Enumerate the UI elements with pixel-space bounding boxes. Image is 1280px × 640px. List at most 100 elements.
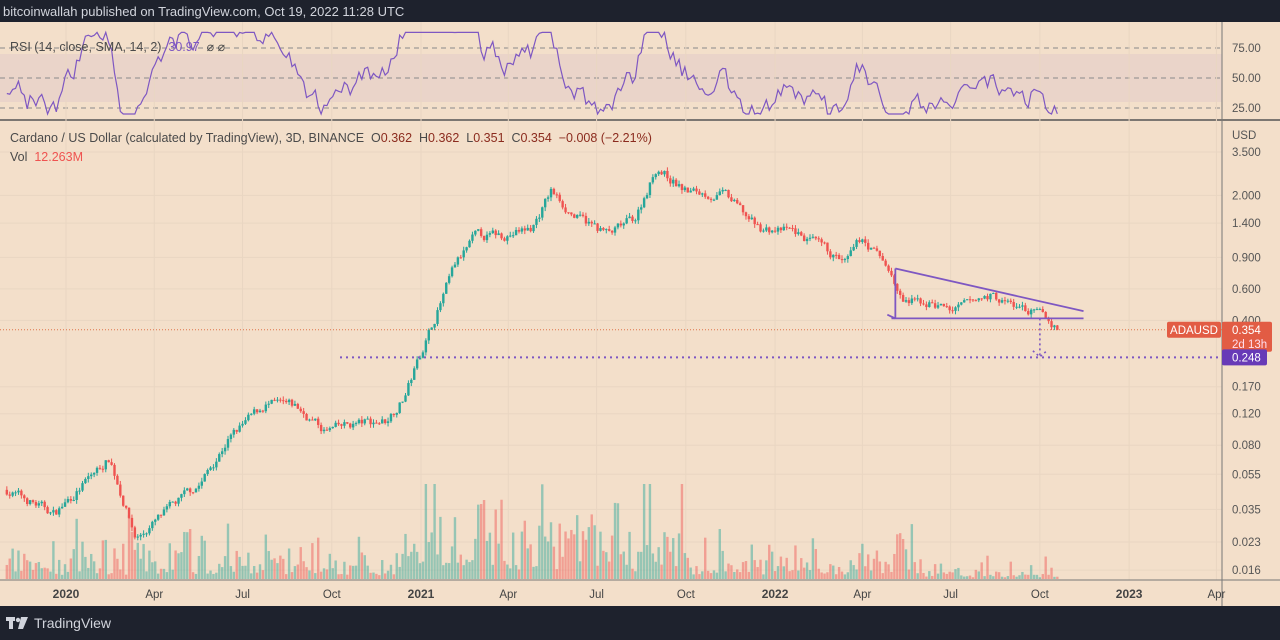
symbol-title: Cardano / US Dollar (calculated by Tradi…	[10, 131, 365, 145]
candle-body	[957, 304, 960, 308]
candle-body	[948, 306, 951, 311]
candle-body	[663, 170, 666, 175]
time-axis-tick: Jul	[235, 589, 250, 601]
volume-bar	[992, 576, 995, 579]
candle-body	[637, 209, 640, 221]
triangle-upper-trendline	[895, 267, 1084, 313]
rsi-label: RSI (14, close, SMA, 14, 2)	[10, 40, 162, 54]
volume-bar	[261, 570, 265, 579]
candle-body	[148, 528, 151, 534]
candle-body	[494, 230, 497, 236]
volume-bar	[509, 568, 512, 579]
hide-icon[interactable]: ⌀	[217, 40, 226, 54]
volume-bar	[273, 558, 276, 579]
candle-body	[779, 227, 783, 231]
candle-body	[928, 302, 931, 308]
candle-body	[509, 235, 512, 237]
candle-body	[738, 203, 742, 206]
volume-bar	[442, 565, 445, 579]
candle-body	[415, 359, 419, 369]
candle-body	[450, 267, 454, 277]
candle-body	[910, 298, 914, 304]
volume-bar	[770, 551, 774, 579]
time-axis-tick: Apr	[853, 589, 871, 601]
volume-bar	[989, 574, 992, 579]
candle-body	[75, 491, 78, 500]
candle-body	[811, 236, 815, 238]
volume-bar	[343, 561, 346, 579]
volume-bar	[866, 554, 870, 579]
candle-body	[101, 468, 105, 470]
candle-body	[136, 536, 139, 538]
candle-body	[119, 484, 122, 496]
volume-bar	[747, 571, 751, 579]
chart-canvas[interactable]: 75.00 50.00 25.00 3.500 2.000 1.400 0.900 0.600…	[0, 22, 1280, 606]
candle-body	[587, 221, 591, 224]
candle-body	[1029, 309, 1033, 315]
volume-bar	[84, 556, 87, 579]
volume-bar	[119, 569, 122, 579]
volume-bar	[66, 571, 70, 579]
candle-body	[695, 188, 698, 192]
candle-body	[995, 292, 998, 300]
candle-body	[165, 506, 169, 510]
candle-body	[840, 259, 844, 261]
volume-bar	[407, 556, 410, 579]
volume-bar	[541, 484, 544, 579]
candle-body	[992, 292, 995, 294]
candle-body	[445, 282, 448, 294]
volume-bar	[837, 566, 841, 579]
volume-bar	[913, 562, 916, 579]
price-axis-tick: 0.023	[1232, 537, 1261, 549]
candle-body	[575, 215, 579, 218]
volume-bar	[287, 548, 291, 579]
volume-bar	[206, 573, 209, 579]
candle-body	[479, 229, 483, 236]
candle-body	[296, 403, 300, 409]
volume-bar	[95, 573, 99, 579]
candle-body	[736, 199, 739, 204]
candle-body	[567, 212, 570, 214]
last-price-tag	[1222, 321, 1272, 352]
candle-body	[110, 462, 113, 465]
vol-value: 12.263M	[34, 150, 83, 164]
hide-icon[interactable]: ⌀	[206, 40, 215, 54]
candle-body	[84, 478, 87, 484]
candle-body	[235, 429, 238, 432]
volume-bar	[1018, 575, 1021, 579]
candle-body	[904, 300, 908, 302]
candle-body	[168, 501, 171, 507]
candle-body	[220, 451, 224, 455]
candle-body	[893, 275, 896, 284]
volume-bar	[753, 560, 756, 579]
volume-bar	[878, 561, 882, 579]
candle-body	[750, 217, 753, 220]
candle-body	[273, 399, 276, 401]
candle-body	[855, 240, 858, 247]
volume-bar	[674, 566, 678, 579]
volume-bar	[459, 554, 462, 579]
candle-body	[657, 171, 660, 175]
candle-body	[866, 242, 870, 250]
volume-bar	[648, 484, 652, 579]
volume-bar	[872, 558, 876, 579]
volume-bar	[151, 562, 154, 579]
candle-body	[43, 501, 46, 508]
candle-body	[872, 247, 876, 249]
volume-bar	[820, 572, 823, 579]
volume-bar	[220, 567, 224, 579]
volume-bar	[1000, 576, 1004, 579]
volume-bar	[49, 571, 52, 579]
candle-body	[340, 424, 343, 426]
volume-bar	[474, 538, 477, 579]
volume-bar	[587, 527, 591, 579]
candle-body	[81, 483, 84, 491]
candle-body	[381, 419, 384, 424]
volume-bar	[523, 520, 527, 579]
candle-body	[645, 195, 649, 199]
volume-bar	[1035, 574, 1039, 579]
candle-body	[942, 303, 946, 307]
price-legend: Cardano / US Dollar (calculated by Tradi…	[10, 131, 652, 145]
close-value: 0.354	[520, 131, 552, 145]
volume-bar	[951, 572, 954, 579]
